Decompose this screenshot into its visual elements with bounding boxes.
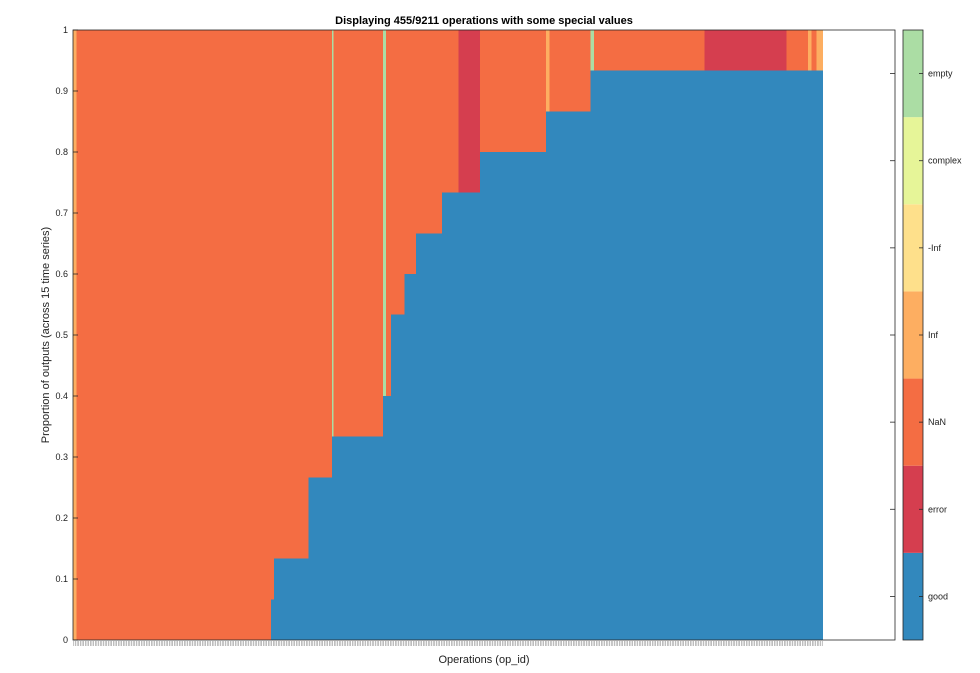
bar-segment-good-4 bbox=[308, 477, 332, 640]
y-axis-label: Proportion of outputs (across 15 time se… bbox=[40, 227, 52, 443]
colorbar-swatch-inf bbox=[903, 291, 923, 379]
plot-area bbox=[73, 30, 823, 641]
y-tick-label: 0 bbox=[63, 635, 68, 645]
bar-segment-good-11 bbox=[415, 233, 443, 641]
bar-segment-error-13 bbox=[458, 30, 481, 193]
bar-segment-nan-3 bbox=[274, 30, 309, 559]
bar-segment-nan-22 bbox=[811, 30, 817, 71]
bar-segment-good-18 bbox=[593, 70, 705, 640]
colorbar-frame bbox=[902, 29, 924, 641]
bar-segment-good-17 bbox=[590, 70, 594, 640]
bar-segment-good-22 bbox=[811, 70, 817, 640]
colorbar-label: empty bbox=[928, 69, 953, 79]
y-tick-label: 0.2 bbox=[55, 513, 68, 523]
bar-segment-nan-16 bbox=[549, 30, 591, 112]
colorbar-label: good bbox=[928, 591, 948, 601]
bar-segment-good-15 bbox=[546, 111, 550, 641]
bar-segment-good-20 bbox=[786, 70, 809, 640]
bar-segment-empty-7 bbox=[382, 30, 387, 396]
colorbar-legend: good error NaN Inf -Inf complex empty bbox=[890, 29, 962, 641]
bar-segment-nan-20 bbox=[786, 30, 809, 71]
colorbar-label: NaN bbox=[928, 417, 946, 427]
y-tick-label: 0.6 bbox=[55, 269, 68, 279]
y-tick-label: 0.7 bbox=[55, 208, 68, 218]
y-tick-label: 0.3 bbox=[55, 452, 68, 462]
x-axis-ticks bbox=[73, 641, 823, 646]
chart-title: Displaying 455/9211 operations with some… bbox=[335, 15, 633, 27]
colorbar-swatch-good bbox=[903, 552, 923, 640]
y-axis-ticks: 0 0.1 0.2 0.3 0.4 0.5 0.6 0.7 0.8 0.9 1 bbox=[55, 25, 78, 645]
bar-segment-good-6 bbox=[333, 436, 383, 640]
x-axis-label: Operations (op_id) bbox=[438, 654, 529, 666]
bar-segment-nan-11 bbox=[415, 30, 443, 234]
bar-segment-good-8 bbox=[386, 396, 392, 640]
bar-segment-good-19 bbox=[704, 70, 787, 640]
bar-segment-nan-9 bbox=[391, 30, 405, 315]
bar-segment-good-12 bbox=[442, 192, 459, 640]
y-tick-label: 0.5 bbox=[55, 330, 68, 340]
bar-segment-inf-23 bbox=[816, 30, 823, 71]
bar-segment-inf-15 bbox=[546, 30, 550, 112]
colorbar-label: -Inf bbox=[928, 243, 942, 253]
bar-segment-good-13 bbox=[458, 192, 481, 640]
y-tick-label: 1 bbox=[63, 25, 68, 35]
bar-segment-nan-1 bbox=[76, 30, 271, 640]
colorbar-swatch-complex bbox=[903, 117, 923, 205]
y-tick-label: 0.4 bbox=[55, 391, 68, 401]
y-tick-label: 0.8 bbox=[55, 147, 68, 157]
colorbar-label: complex bbox=[928, 156, 962, 166]
bar-segment-good-2 bbox=[270, 599, 275, 640]
bar-segment-inf-21 bbox=[808, 30, 812, 71]
bar-segment-good-14 bbox=[480, 152, 547, 640]
bar-segment-error-19 bbox=[704, 30, 787, 71]
colorbar-label: error bbox=[928, 504, 947, 514]
bar-segment-good-3 bbox=[274, 558, 309, 640]
bar-segment-nan-14 bbox=[480, 30, 547, 152]
bar-segment-nan-10 bbox=[404, 30, 416, 274]
bar-segment-good-5 bbox=[331, 436, 334, 640]
bar-segment-good-21 bbox=[808, 70, 812, 640]
y-tick-label: 0.1 bbox=[55, 574, 68, 584]
colorbar-swatch-inf bbox=[903, 204, 923, 292]
bar-segment-good-23 bbox=[816, 70, 823, 640]
bar-segment-good-7 bbox=[382, 396, 387, 640]
colorbar-swatch-empty bbox=[903, 30, 923, 118]
bar-segment-nan-8 bbox=[386, 30, 392, 396]
bar-segment-nan-6 bbox=[333, 30, 383, 437]
bar-segment-empty-5 bbox=[331, 30, 334, 437]
bar-segment-empty-17 bbox=[590, 30, 594, 71]
bar-segment-good-9 bbox=[391, 314, 405, 640]
colorbar-label: Inf bbox=[928, 330, 939, 340]
y-tick-label: 0.9 bbox=[55, 86, 68, 96]
colorbar-swatch-nan bbox=[903, 378, 923, 466]
bar-segment-nan-18 bbox=[593, 30, 705, 71]
bar-segment-good-10 bbox=[404, 274, 416, 640]
bar-segment-nan-12 bbox=[442, 30, 459, 193]
x-tick-marks bbox=[73, 641, 823, 646]
bar-segment-good-16 bbox=[549, 111, 591, 641]
colorbar-swatch-error bbox=[903, 465, 923, 553]
bar-segment-nan-2 bbox=[270, 30, 275, 600]
bar-segment-nan-4 bbox=[308, 30, 332, 478]
